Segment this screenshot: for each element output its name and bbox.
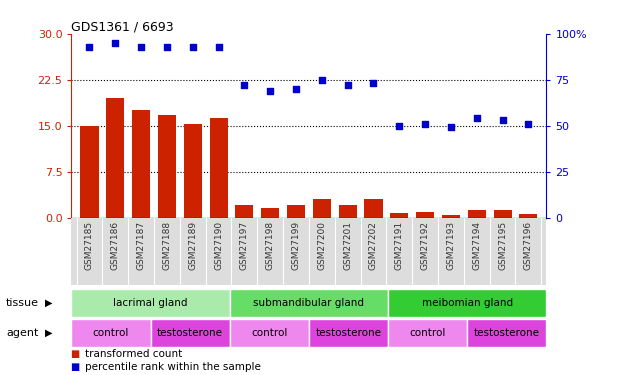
Point — [472, 115, 482, 121]
Bar — [313, 199, 331, 217]
Text: ■: ■ — [71, 362, 84, 372]
Point — [136, 44, 146, 50]
Bar — [209, 118, 228, 218]
Bar — [416, 212, 434, 217]
Point — [214, 44, 224, 50]
Text: GSM27186: GSM27186 — [111, 221, 120, 270]
Bar — [388, 319, 468, 347]
Text: GSM27191: GSM27191 — [395, 221, 404, 270]
Text: GSM27189: GSM27189 — [188, 221, 197, 270]
Bar — [468, 319, 546, 347]
Bar — [230, 319, 309, 347]
Bar — [132, 110, 150, 218]
Bar — [71, 289, 230, 317]
Point — [446, 124, 456, 130]
Text: ■: ■ — [71, 350, 84, 359]
Text: agent: agent — [6, 328, 39, 338]
Bar — [388, 289, 546, 317]
Bar — [309, 319, 388, 347]
Bar — [442, 215, 460, 217]
Text: GSM27194: GSM27194 — [472, 221, 481, 270]
Point — [240, 82, 250, 88]
Text: percentile rank within the sample: percentile rank within the sample — [85, 362, 261, 372]
Text: meibomian gland: meibomian gland — [422, 298, 513, 308]
Text: GSM27193: GSM27193 — [446, 221, 455, 270]
Text: testosterone: testosterone — [474, 328, 540, 338]
Point — [111, 40, 120, 46]
Text: control: control — [409, 328, 446, 338]
Text: GDS1361 / 6693: GDS1361 / 6693 — [71, 21, 174, 34]
Text: submandibular gland: submandibular gland — [253, 298, 365, 308]
Point — [84, 44, 94, 50]
Point — [497, 117, 507, 123]
Bar — [106, 98, 124, 218]
Text: GSM27188: GSM27188 — [163, 221, 171, 270]
Text: GSM27200: GSM27200 — [317, 221, 327, 270]
Point — [343, 82, 353, 88]
Point — [265, 88, 275, 94]
Text: ▶: ▶ — [45, 328, 53, 338]
Text: GSM27201: GSM27201 — [343, 221, 352, 270]
Text: GSM27198: GSM27198 — [266, 221, 274, 270]
Bar — [184, 124, 202, 218]
Text: control: control — [251, 328, 288, 338]
Text: GSM27199: GSM27199 — [291, 221, 301, 270]
Point — [420, 121, 430, 127]
Bar — [365, 199, 383, 217]
Bar — [81, 126, 99, 218]
Point — [317, 77, 327, 83]
Bar — [71, 217, 546, 285]
Text: GSM27197: GSM27197 — [240, 221, 249, 270]
Bar — [230, 289, 388, 317]
Bar — [71, 319, 150, 347]
Text: control: control — [93, 328, 129, 338]
Text: GSM27187: GSM27187 — [137, 221, 146, 270]
Point — [368, 80, 378, 86]
Point — [162, 44, 172, 50]
Bar — [158, 115, 176, 218]
Text: GSM27195: GSM27195 — [498, 221, 507, 270]
Point — [188, 44, 197, 50]
Point — [291, 86, 301, 92]
Text: GSM27185: GSM27185 — [85, 221, 94, 270]
Bar — [519, 214, 537, 217]
Bar — [494, 210, 512, 218]
Text: testosterone: testosterone — [157, 328, 223, 338]
Text: GSM27202: GSM27202 — [369, 221, 378, 270]
Text: transformed count: transformed count — [85, 350, 183, 359]
Bar — [468, 210, 486, 218]
Text: ▶: ▶ — [45, 298, 53, 308]
Text: GSM27196: GSM27196 — [524, 221, 533, 270]
Bar — [338, 205, 356, 218]
Text: GSM27192: GSM27192 — [420, 221, 430, 270]
Bar — [235, 205, 253, 218]
Text: tissue: tissue — [6, 298, 39, 308]
Text: GSM27190: GSM27190 — [214, 221, 223, 270]
Point — [394, 123, 404, 129]
Bar — [287, 205, 305, 218]
Text: lacrimal gland: lacrimal gland — [114, 298, 188, 308]
Point — [524, 121, 533, 127]
Bar — [261, 209, 279, 218]
Bar — [150, 319, 230, 347]
Text: testosterone: testosterone — [315, 328, 381, 338]
Bar — [390, 213, 409, 217]
